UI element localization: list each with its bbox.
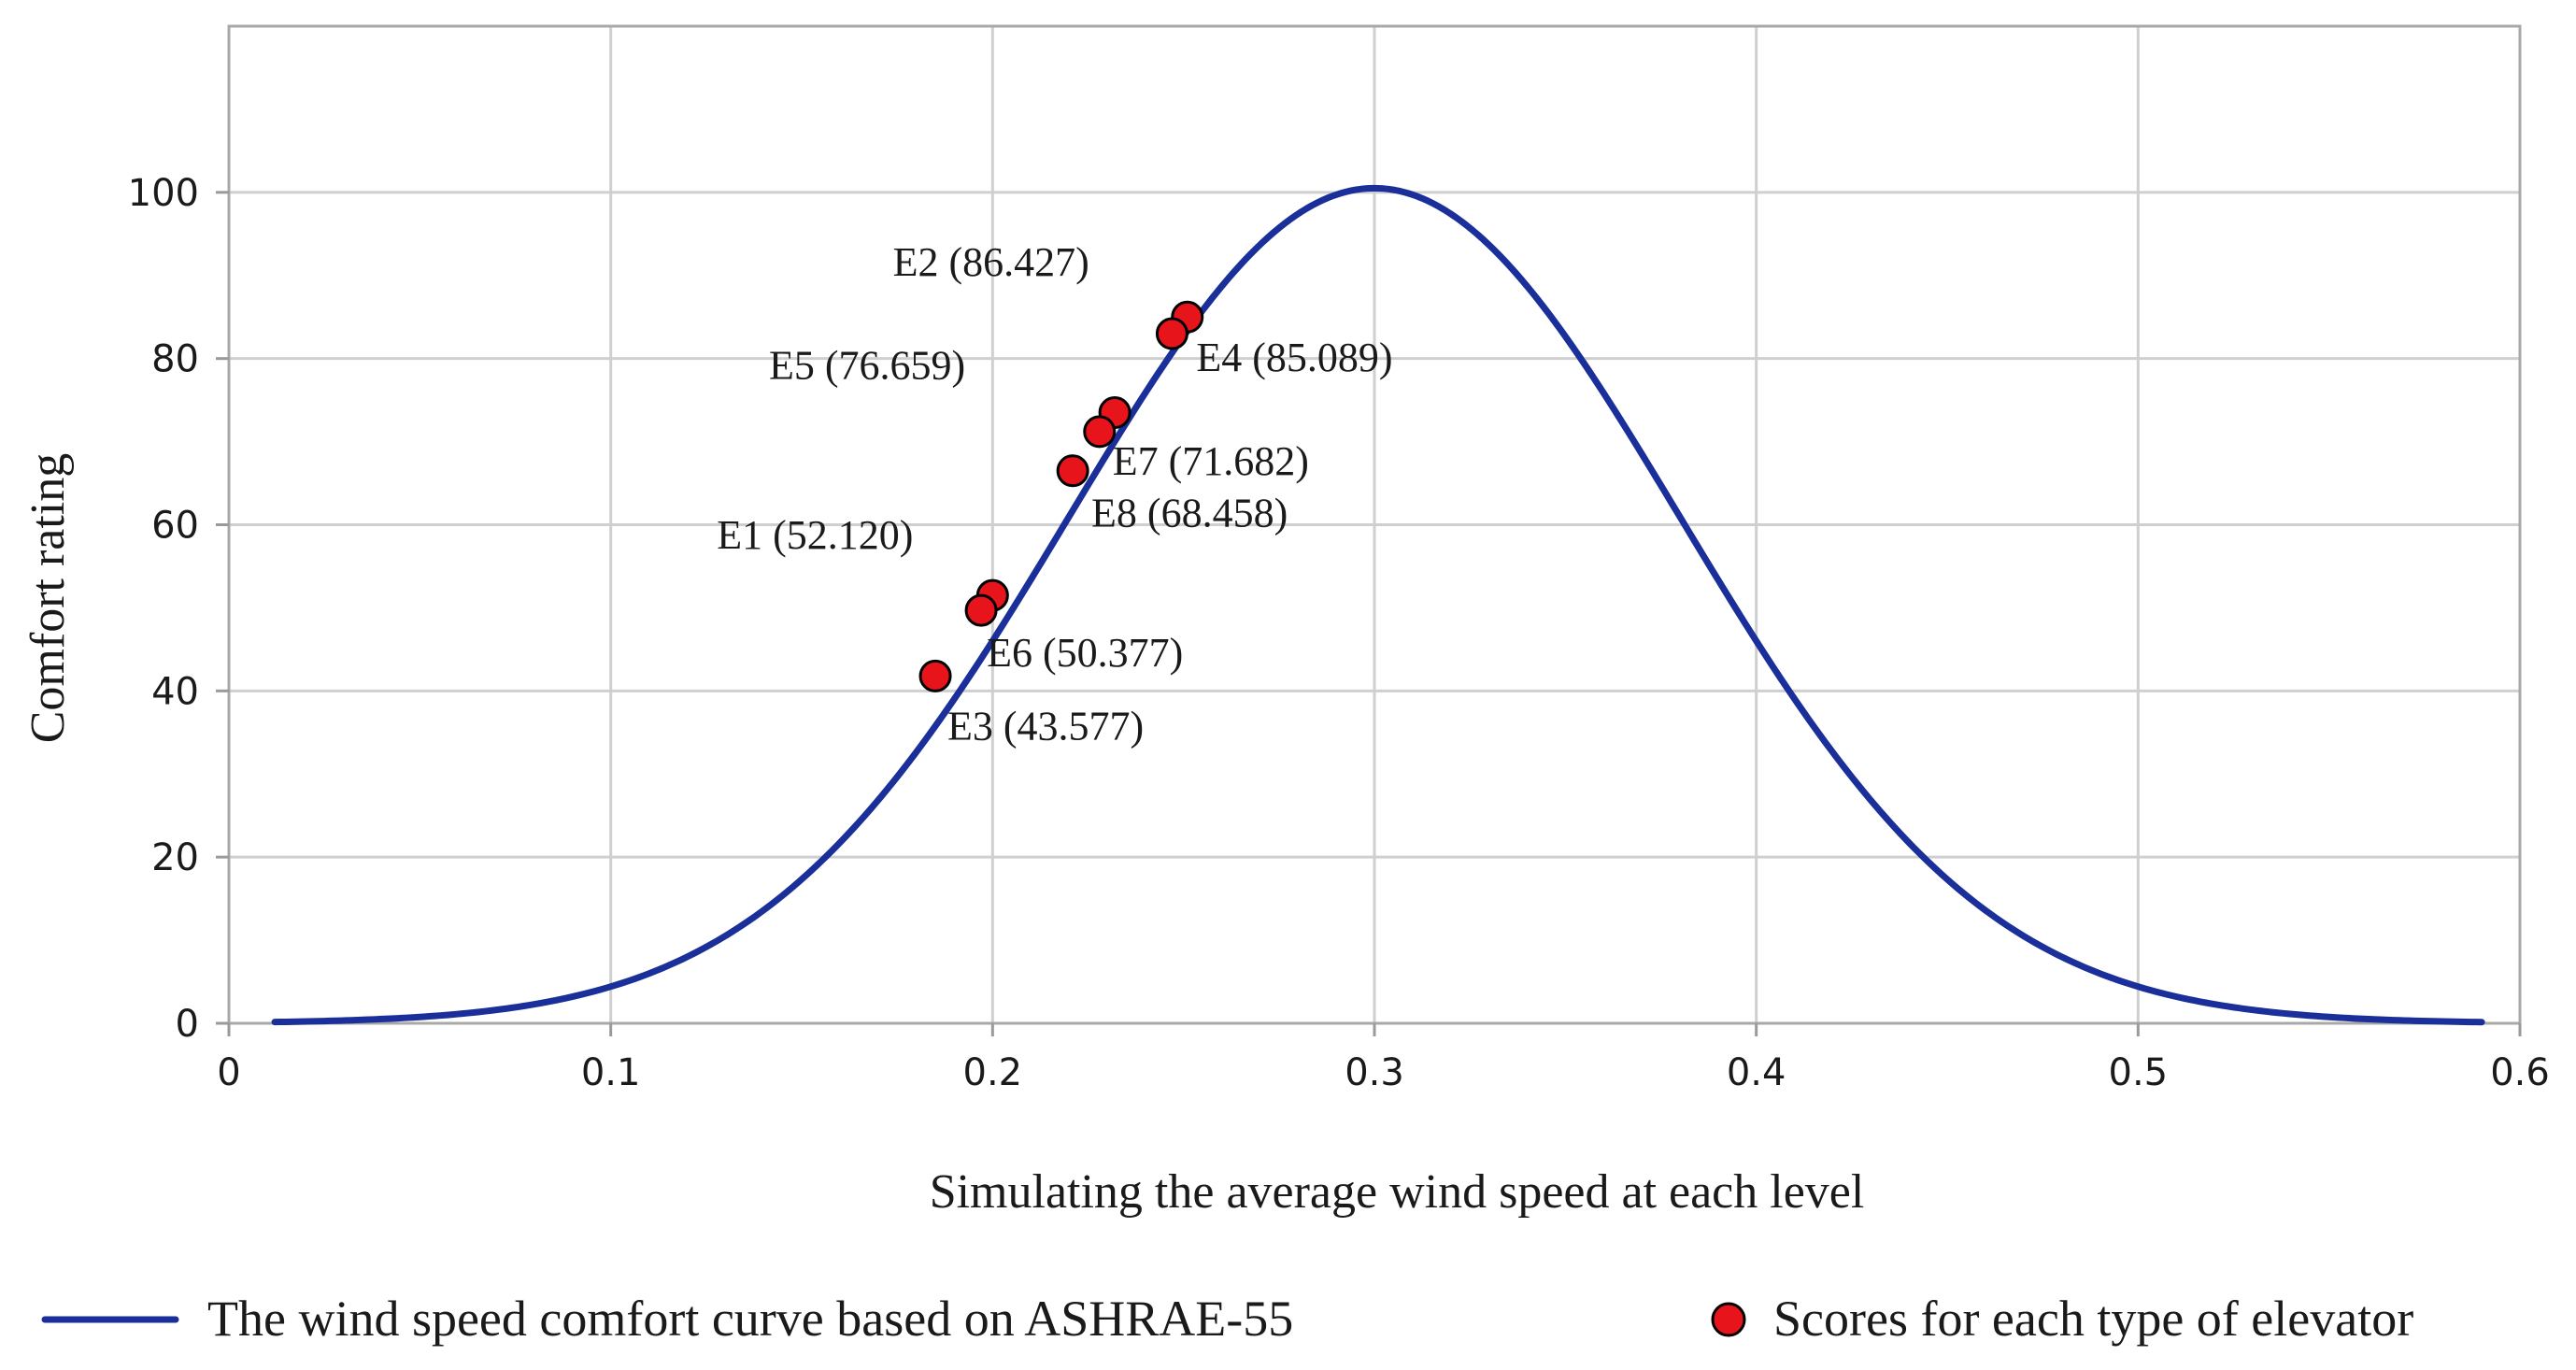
- point-label-e4: E4 (85.089): [1196, 335, 1392, 380]
- y-tick-label: 60: [151, 505, 199, 548]
- comfort-curve-line: [271, 184, 2485, 1026]
- comfort-curve-group: [271, 184, 2485, 1026]
- x-tick-label: 0.1: [581, 1051, 641, 1094]
- point-label-e2: E2 (86.427): [893, 239, 1089, 285]
- legend-points-label: Scores for each type of elevator: [1773, 1291, 2413, 1347]
- point-label-e3: E3 (43.577): [947, 703, 1144, 749]
- point-e3: [918, 659, 952, 692]
- y-tick-label: 80: [151, 338, 199, 381]
- point-labels: E1 (52.120) E2 (86.427) E3 (43.577) E4 (85.…: [717, 239, 1392, 749]
- y-tick-label: 40: [151, 670, 199, 713]
- y-axis-title: Comfort rating: [21, 453, 75, 744]
- x-tick-label: 0.4: [1727, 1051, 1786, 1094]
- axis-ticks: 0 0.1 0.2 0.3 0.4 0.5 0.6 0 20 40 60 80 100: [128, 172, 2550, 1094]
- x-axis-title: Simulating the average wind speed at eac…: [930, 1165, 1865, 1219]
- point-e7: [1083, 415, 1117, 449]
- y-tick-label: 0: [176, 1003, 199, 1046]
- legend-point-swatch: [1711, 1302, 1746, 1337]
- y-tick-label: 20: [151, 836, 199, 879]
- point-label-e1: E1 (52.120): [717, 512, 913, 558]
- x-tick-label: 0.6: [2490, 1051, 2550, 1094]
- point-label-e8: E8 (68.458): [1091, 491, 1288, 536]
- legend-curve-label: The wind speed comfort curve based on AS…: [207, 1291, 1293, 1347]
- point-e8: [1056, 454, 1089, 488]
- y-tick-label: 100: [128, 172, 199, 215]
- point-e4: [1155, 317, 1188, 350]
- legend: The wind speed comfort curve based on AS…: [41, 1291, 2413, 1347]
- grid: [227, 24, 2522, 1025]
- point-e6: [964, 593, 998, 627]
- point-label-e6: E6 (50.377): [987, 630, 1183, 676]
- elevator-points: [918, 300, 1204, 692]
- point-label-e7: E7 (71.682): [1113, 438, 1309, 484]
- x-tick-label: 0: [217, 1051, 240, 1094]
- point-label-e5: E5 (76.659): [769, 342, 965, 388]
- x-tick-label: 0.3: [1345, 1051, 1404, 1094]
- x-tick-label: 0.2: [963, 1051, 1023, 1094]
- x-tick-label: 0.5: [2109, 1051, 2169, 1094]
